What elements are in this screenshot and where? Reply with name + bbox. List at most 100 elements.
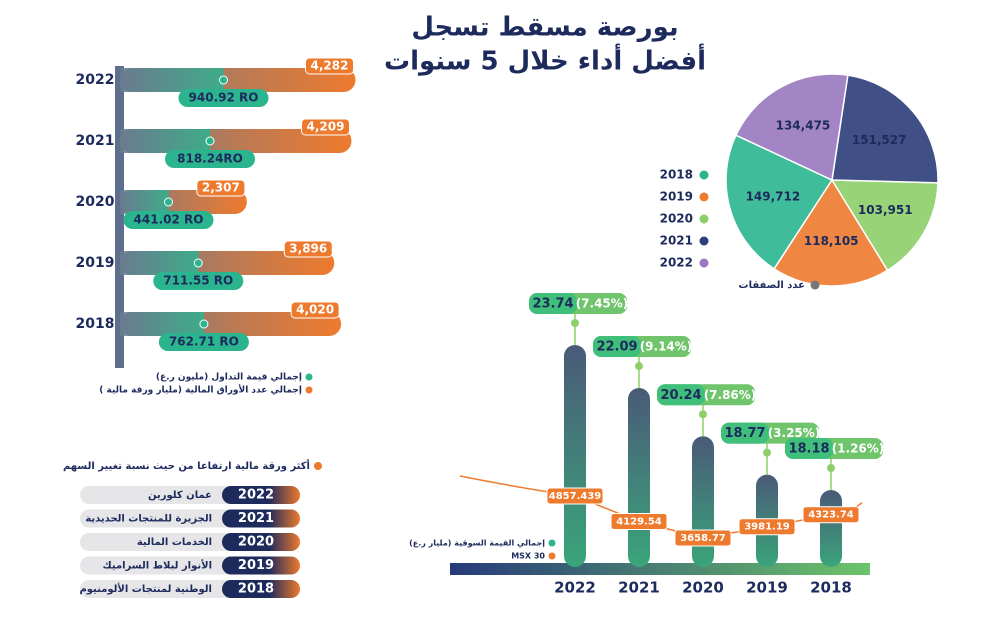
value-label: 4323.74 [808,510,854,521]
pin-dot [763,448,771,457]
marker [199,319,209,329]
value-label-box [610,513,668,531]
title-line: أفضل أداء خلال 5 سنوات [384,44,706,77]
slice-label: 149,712 [746,189,801,203]
legend-label: إجمالي قيمة التداول (مليون ر.ع) [156,373,302,383]
row-year-box [222,533,300,551]
change-label: (7.86%) [704,388,757,402]
value-label-box [196,179,246,197]
value-label: 18.77 [724,426,765,441]
y-tick-label: 2019 [76,255,115,271]
value-label-box [158,333,249,351]
legend-label: إجمالي القيمة السوقية (مليار ر.ع) [409,539,545,548]
value-label: 4,282 [311,59,349,73]
x-tick-label: 2022 [554,579,596,597]
value-label: 2,307 [202,181,240,195]
bar [120,251,199,275]
value-label: 940.92 RO [189,91,259,105]
value-label: 4129.54 [616,517,662,528]
row-name: الأنوار لبلاط السراميك [103,559,212,572]
value-label-box [738,518,796,536]
value-label-box [674,529,732,547]
change-label: (9.14%) [640,340,693,354]
pie-title: عدد الصفقات [739,280,805,291]
marker [164,197,174,207]
row-year: 2021 [238,511,274,526]
legend-label: 2022 [660,256,693,270]
change-label: (7.45%) [576,297,629,311]
slice-label: 151,527 [852,133,907,147]
row-year-box [222,556,300,575]
legend-swatch [699,236,709,246]
bar [120,312,204,336]
marker [193,258,203,268]
table-title: أكثر ورقة مالية ارتفاعا من حيث نسبة تغيي… [63,459,310,472]
legend-label: إجمالي عدد الأوراق المالية (مليار ورقة م… [99,384,302,396]
marker [205,136,215,146]
bar [120,190,169,214]
legend-swatch [699,170,709,180]
row-name: الجزيرة للمنتجات الحديدية [85,514,212,525]
legend-label: 2020 [660,212,693,226]
title-line: بورصة مسقط تسجل [411,13,678,43]
row-year: 2018 [238,582,274,597]
pin-dot [635,362,643,371]
value-label: 441.02 RO [134,213,204,227]
value-label: 762.71 RO [169,335,239,349]
value-label: 23.74 [532,297,573,312]
legend-label: 2018 [660,168,693,182]
pie-slice [831,74,939,184]
legend-label: 2019 [660,190,693,204]
y-tick-label: 2022 [76,72,115,88]
value-label: 818.24RO [177,152,243,166]
x-tick-label: 2021 [618,579,660,597]
value-label-box [165,150,256,168]
y-tick-label: 2018 [76,316,115,332]
value-label-box [305,57,355,75]
pie-slice [734,73,849,182]
row-year-box [222,580,300,598]
value-label: 20.24 [660,388,701,403]
value-label-box [785,438,833,459]
value-label: 711.55 RO [163,274,233,288]
slice-label: 134,475 [776,118,831,132]
value-label-box [283,240,333,258]
change-label: (3.25%) [768,426,821,440]
value-label-box [593,336,641,358]
bar [120,68,224,92]
value-label-box [657,384,705,406]
value-label-box [153,272,244,290]
value-label: 4,209 [307,120,345,134]
value-label: 4857.439 [549,491,602,502]
pie-slice [773,178,889,287]
table-title-dot [314,462,322,470]
column [820,490,842,567]
row-name: عمان كلورين [148,490,212,501]
column [628,388,650,567]
legend-label: MSX 30 [511,552,545,561]
value-label: 3981.19 [744,522,790,533]
column-base [450,563,870,575]
value-label-box [529,293,577,314]
legend-label: 2021 [660,234,693,248]
bar-axis [115,66,124,368]
value-label: 4,020 [296,303,334,317]
value-label-box [721,422,769,444]
legend-swatch [548,539,556,547]
legend-swatch [699,258,709,268]
value-label-box [178,89,269,107]
legend-swatch [548,552,556,560]
x-tick-label: 2018 [810,579,852,597]
y-tick-label: 2021 [76,133,115,149]
y-tick-label: 2020 [76,194,115,210]
value-label-box [123,211,214,229]
value-label-box [300,118,350,136]
legend-swatch [305,373,313,381]
pin-dot [827,464,835,472]
value-label: 22.09 [596,340,637,355]
row-year: 2020 [238,535,274,550]
row-year-box [222,509,300,528]
column [564,345,586,567]
value-label-box [802,506,860,524]
